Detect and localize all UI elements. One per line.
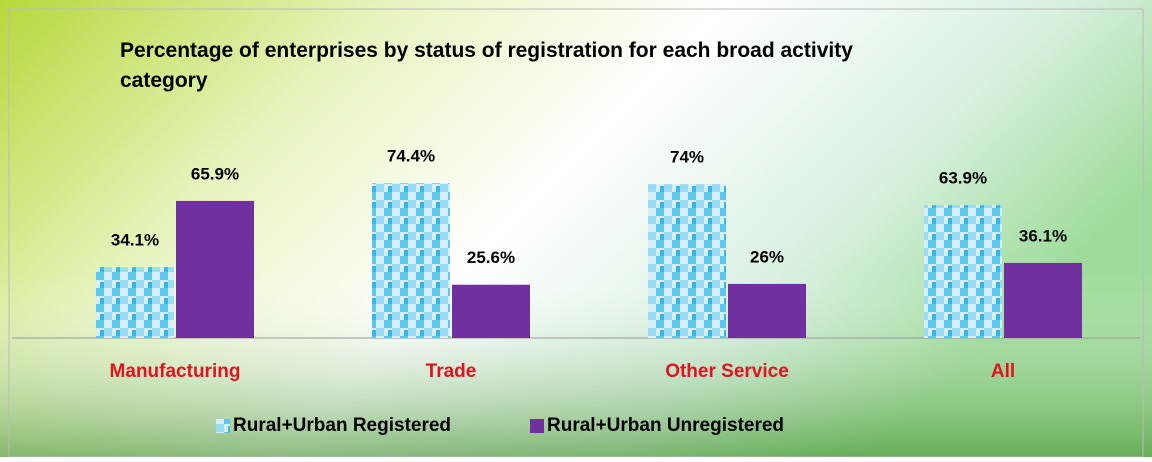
bar: [728, 283, 806, 338]
bar: [1004, 262, 1082, 338]
legend-label: Rural+Urban Unregistered: [547, 415, 784, 436]
x-tick-label: Manufacturing: [110, 361, 241, 382]
value-label: 74.4%: [387, 147, 435, 166]
value-label: 74%: [670, 148, 704, 167]
value-label: 25.6%: [467, 248, 515, 267]
value-label: 65.9%: [191, 164, 239, 183]
legend-swatch: [530, 419, 544, 433]
bar: [452, 284, 530, 338]
bar: [176, 200, 254, 338]
legend-swatch: [216, 419, 230, 433]
x-tick-label: All: [991, 361, 1015, 382]
legend-label: Rural+Urban Registered: [233, 415, 451, 436]
value-label: 34.1%: [111, 231, 159, 250]
bar: [372, 183, 450, 338]
title-box: Percentage of enterprises by status of r…: [120, 39, 853, 92]
bar: [924, 205, 1002, 338]
chart-title: Percentage of enterprises by status of r…: [120, 39, 853, 92]
bar: [648, 184, 726, 338]
x-tick-label: Other Service: [665, 361, 789, 382]
value-label: 26%: [750, 247, 784, 266]
bar: [96, 267, 174, 338]
x-tick-label: Trade: [426, 361, 477, 382]
value-label: 36.1%: [1019, 226, 1067, 245]
value-label: 63.9%: [939, 169, 987, 188]
